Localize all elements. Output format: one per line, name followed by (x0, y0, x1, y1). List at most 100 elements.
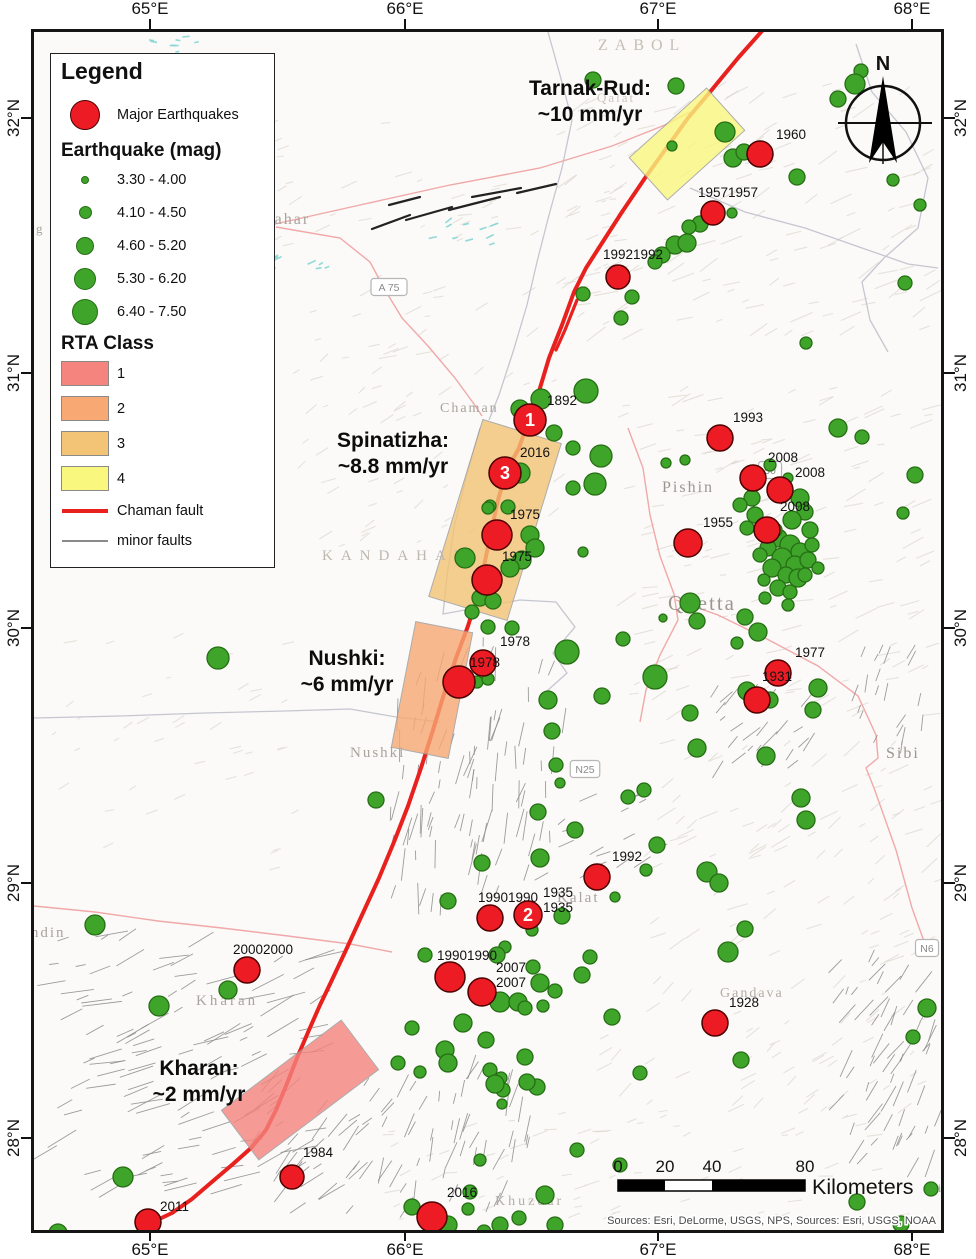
earthquake-point (782, 510, 802, 530)
axis-label-bottom: 68°E (893, 1240, 931, 1259)
earthquake-point (615, 631, 631, 647)
earthquake-point (535, 1185, 555, 1205)
earthquake-point (488, 946, 506, 964)
earthquake-year-label: 1928 (729, 995, 759, 1010)
earthquake-point (897, 275, 913, 291)
legend-panel: Legend Major Earthquakes Earthquake (mag… (50, 53, 275, 568)
slip-rate-annotation: ~6 mm/yr (301, 673, 394, 696)
legend-rta-rows: 1 2 3 4 (61, 356, 274, 496)
magnitude-symbol (81, 175, 89, 184)
earthquake-point (529, 803, 547, 821)
earthquake-point (748, 622, 768, 642)
axis-label-top: 66°E (386, 0, 424, 18)
earthquake-point (660, 457, 672, 469)
place-label: ZABOL (598, 37, 686, 54)
earthquake-point (687, 738, 707, 758)
earthquake-point (518, 1073, 536, 1091)
major-earthquake-point (706, 424, 734, 452)
earthquake-point (112, 1166, 134, 1188)
legend-rta-title: RTA Class (61, 333, 154, 354)
earthquake-point (642, 664, 668, 690)
earthquake-point (804, 701, 822, 719)
earthquake-point (454, 547, 476, 569)
earthquake-year-label: 2016 (447, 1185, 477, 1200)
earthquake-point (666, 140, 678, 152)
axis-tick (944, 117, 955, 119)
major-earthquake-point (605, 264, 631, 290)
earthquake-year-label: 1978 (500, 634, 530, 649)
axis-label-top: 67°E (639, 0, 677, 18)
minor-faults-symbol (62, 540, 108, 542)
rta-class-swatch (61, 466, 109, 491)
slip-rate-annotation: Tarnak-Rud: (529, 77, 651, 100)
rta-class-swatch (61, 361, 109, 386)
major-earthquake-point (743, 686, 771, 714)
major-earthquake-point (476, 904, 504, 932)
earthquake-point (906, 466, 924, 484)
site-number-label: 2 (523, 905, 533, 925)
axis-tick (944, 882, 955, 884)
earthquake-point (801, 521, 819, 539)
earthquake-point (613, 310, 629, 326)
earthquake-point (536, 999, 550, 1013)
earthquake-year-label: 1977 (795, 645, 825, 660)
earthquake-year-label: 2016 (520, 445, 550, 460)
earthquake-year-label: 1992 (612, 849, 642, 864)
earthquake-point (752, 547, 768, 563)
earthquake-point (511, 1210, 527, 1226)
earthquake-point (709, 873, 729, 893)
slip-rate-annotation: Spinatizha: (337, 429, 449, 452)
earthquake-point (462, 1184, 478, 1200)
slip-rate-annotation: Nushki: (308, 647, 385, 670)
earthquake-point (575, 286, 591, 302)
earthquake-point (736, 920, 754, 938)
earthquake-point (808, 678, 828, 698)
earthquake-point (584, 71, 602, 89)
magnitude-symbol (74, 267, 96, 290)
legend-rta-row: 2 (61, 391, 274, 426)
major-earthquake-point (467, 977, 497, 1007)
earthquake-year-label: 2007 (496, 975, 526, 990)
axis-tick (944, 1137, 955, 1139)
earthquake-year-label: 1960 (776, 127, 806, 142)
earthquake-point (636, 782, 652, 798)
legend-magnitude-title: Earthquake (mag) (61, 140, 222, 161)
road-shield: N6 (920, 943, 934, 955)
earthquake-point (647, 254, 663, 270)
earthquake-point (732, 1051, 750, 1069)
earthquake-point (485, 1074, 505, 1094)
earthquake-point (739, 520, 755, 536)
major-earthquake-point (513, 900, 543, 930)
rta-zone-class-4 (628, 87, 746, 201)
rta-class-label: 4 (117, 470, 126, 487)
legend-magnitude-row: 4.60 - 5.20 (61, 229, 274, 262)
earthquake-point (726, 207, 738, 219)
site-number-label: 1 (525, 410, 535, 430)
earthquake-point (517, 1000, 533, 1016)
earthquake-point (681, 704, 699, 722)
earthquake-point (892, 1215, 910, 1230)
scale-tick-label: 80 (796, 1157, 815, 1176)
rta-class-label: 2 (117, 400, 126, 417)
earthquake-point (390, 1055, 406, 1071)
place-label: ihd (938, 1181, 941, 1195)
earthquake-point (554, 777, 566, 789)
earthquake-point (681, 219, 697, 235)
earthquake-point (545, 424, 563, 442)
earthquake-point (804, 537, 820, 553)
north-label: N (876, 53, 890, 75)
earthquake-year-label: 1931 (762, 669, 792, 684)
legend-magnitude-row: 4.10 - 4.50 (61, 196, 274, 229)
magnitude-range-label: 4.10 - 4.50 (117, 204, 187, 221)
earthquake-point (476, 1224, 492, 1230)
earthquake-point (554, 639, 580, 665)
major-earthquake-point (279, 1164, 305, 1190)
earthquake-point (732, 497, 748, 513)
axis-tick (21, 882, 32, 884)
scale-tick-label: 20 (656, 1157, 675, 1176)
sources-attribution: Sources: Esri, DeLorme, USGS, NPS, Sourc… (607, 1215, 937, 1227)
earthquake-point (913, 198, 927, 212)
earthquake-point (603, 1008, 621, 1026)
earthquake-point (828, 418, 848, 438)
